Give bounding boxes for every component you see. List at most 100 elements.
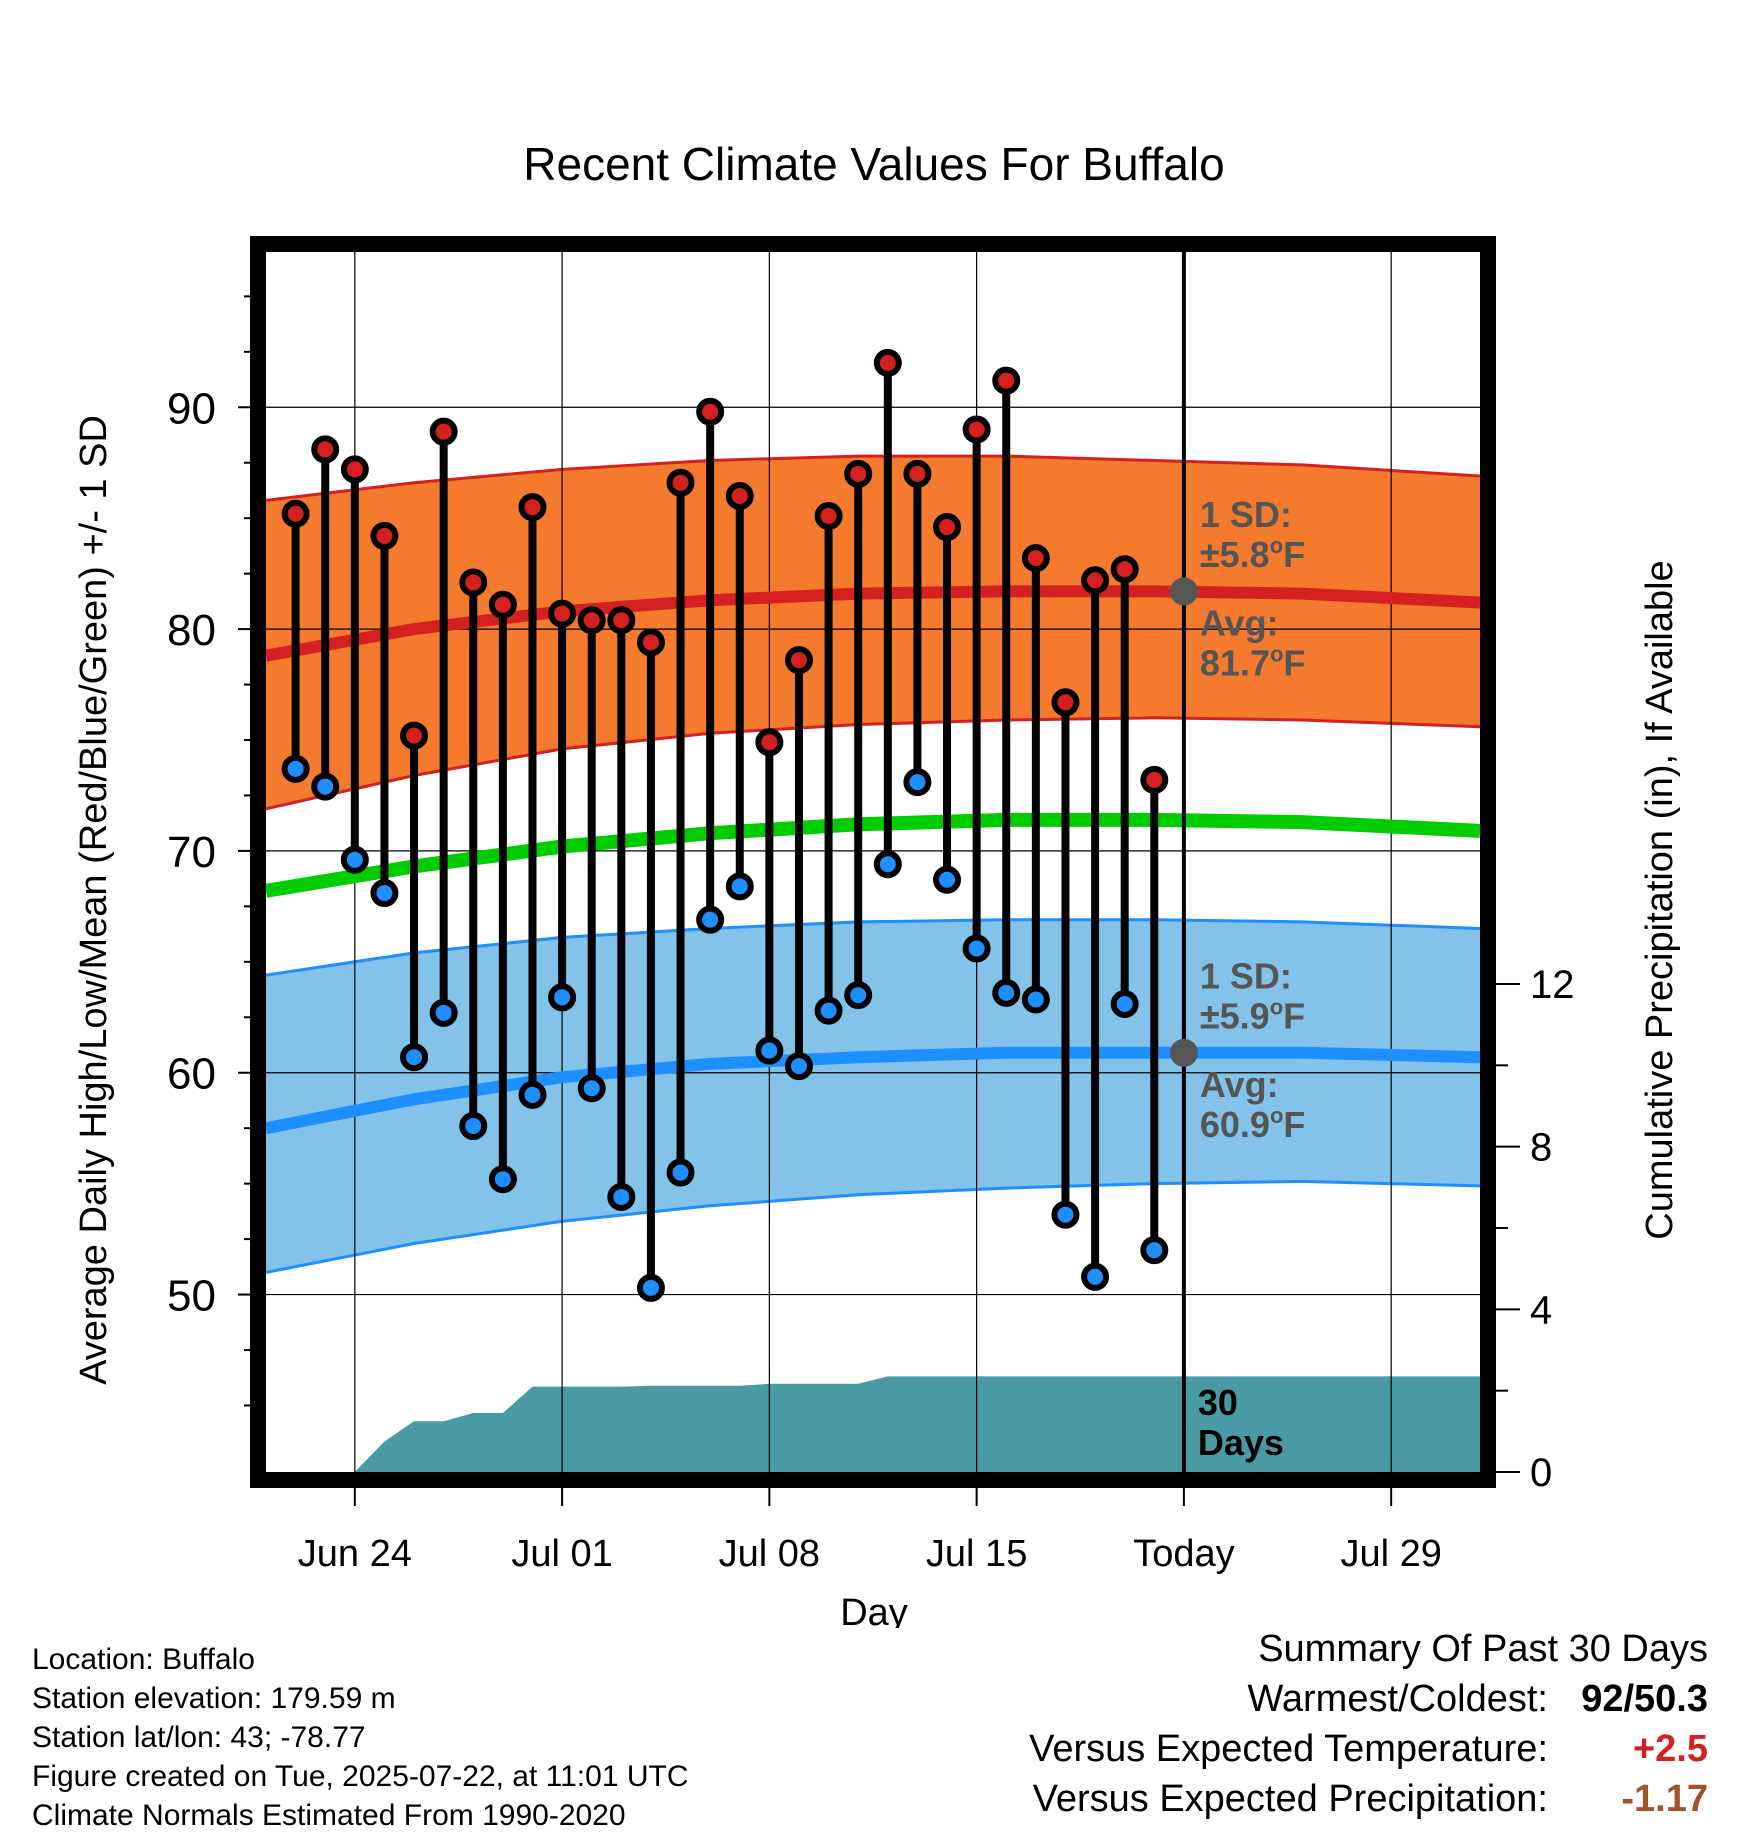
y-tick-label: 60 (167, 1050, 216, 1099)
x-tick-label: Jul 29 (1340, 1533, 1441, 1575)
obs-low-point (1021, 985, 1050, 1014)
obs-high-point (1051, 688, 1080, 717)
climate-normals-note: Climate Normals Estimated From 1990-2020 (32, 1799, 626, 1832)
obs-high-point (933, 513, 962, 542)
x-axis-label: Day (840, 1592, 908, 1628)
obs-low-point (548, 983, 577, 1012)
obs-high-point (696, 397, 725, 426)
obs-low-point (903, 768, 932, 797)
high-sd-band (266, 456, 1480, 809)
low-sd-annotation-degree-sign: o (1270, 994, 1283, 1019)
low-sd-lower-edge (266, 1179, 1480, 1274)
low-sd-annotation-unit: F (1283, 995, 1305, 1036)
obs-high-point (400, 721, 429, 750)
obs-low-point (488, 1165, 517, 1194)
x-tick-label: Jul 01 (511, 1533, 612, 1575)
precip-area (354, 1376, 1480, 1472)
obs-high-point (873, 348, 902, 377)
mean-normal-line (266, 812, 1480, 898)
obs-high-point (518, 493, 547, 522)
obs-low-point (814, 996, 843, 1025)
high-avg-annotation-label: Avg: (1200, 602, 1279, 643)
y-tick-label: 50 (167, 1272, 216, 1321)
obs-low-point (696, 905, 725, 934)
obs-high-point (281, 499, 310, 528)
summary-title: Summary Of Past 30 Days (1258, 1628, 1708, 1670)
warmest-coldest-value: 92/50.3 (1581, 1678, 1708, 1720)
station-elevation: Station elevation: 179.59 m (32, 1682, 396, 1715)
y2-tick-label: 4 (1530, 1288, 1552, 1332)
obs-low-point (518, 1080, 547, 1109)
obs-low-point (311, 772, 340, 801)
obs-low-point (962, 934, 991, 963)
obs-low-point (1140, 1236, 1169, 1265)
obs-high-point (992, 366, 1021, 395)
station-info: Location: Buffalo Station elevation: 179… (32, 1640, 689, 1835)
high-avg-annotation-degree-sign: o (1270, 641, 1283, 666)
today-high-avg-marker (1169, 577, 1198, 606)
obs-low-point (844, 981, 873, 1010)
obs-low-point (340, 845, 369, 874)
high-sd-annotation-label: 1 SD: (1200, 494, 1292, 535)
obs-high-point (1110, 555, 1139, 584)
obs-high-point (429, 417, 458, 446)
obs-low-point (1110, 989, 1139, 1018)
low-avg-annotation-unit: F (1283, 1104, 1305, 1145)
x-tick-label: Jun 24 (298, 1533, 412, 1575)
obs-low-point (784, 1052, 813, 1081)
obs-low-point (725, 872, 754, 901)
low-sd-annotation-value: ±5.9oF (1200, 994, 1305, 1036)
obs-high-point (340, 455, 369, 484)
y2-tick-label: 8 (1530, 1126, 1552, 1170)
obs-high-point (755, 728, 784, 757)
x-tick-label: Today (1133, 1533, 1234, 1575)
y2-tick-label: 0 (1530, 1451, 1552, 1495)
y2-axis-label: Cumulative Precipitation (in), If Availa… (1639, 560, 1681, 1239)
obs-high-point (1140, 765, 1169, 794)
warmest-coldest-label: Warmest/Coldest: (1247, 1678, 1548, 1720)
temp-departure-row: Versus Expected Temperature: +2.5 (1029, 1728, 1708, 1778)
station-location: Location: Buffalo (32, 1643, 255, 1676)
chart-title: Recent Climate Values For Buffalo (523, 138, 1224, 190)
obs-high-point (311, 435, 340, 464)
obs-low-point (400, 1043, 429, 1072)
station-latlon: Station lat/lon: 43; -78.77 (32, 1721, 366, 1754)
precip-days-unit: Days (1198, 1422, 1284, 1463)
obs-high-point (1021, 544, 1050, 573)
obs-low-point (429, 998, 458, 1027)
high-sd-annotation-degree-sign: o (1270, 533, 1283, 558)
obs-high-point (666, 468, 695, 497)
obs-low-point (933, 865, 962, 894)
y-tick-label: 80 (167, 606, 216, 655)
obs-low-point (577, 1074, 606, 1103)
high-sd-annotation-value: ±5.8oF (1200, 533, 1305, 575)
obs-low-point (370, 879, 399, 908)
low-normal-line (266, 1046, 1480, 1135)
obs-high-point (459, 568, 488, 597)
x-tick-label: Jul 15 (926, 1533, 1027, 1575)
high-avg-annotation-unit: F (1283, 642, 1305, 683)
high-sd-annotation-unit: F (1283, 534, 1305, 575)
temp-departure-value: +2.5 (1632, 1728, 1708, 1770)
high-avg-annotation-value: 81.7oF (1200, 641, 1306, 683)
y-tick-label: 90 (167, 384, 216, 433)
obs-high-point (903, 459, 932, 488)
summary-panel: Summary Of Past 30 Days Warmest/Coldest:… (1029, 1628, 1708, 1828)
obs-low-point (636, 1273, 665, 1302)
obs-high-point (814, 501, 843, 530)
y2-tick-label: 12 (1530, 963, 1575, 1007)
temp-departure-label: Versus Expected Temperature: (1029, 1728, 1548, 1770)
obs-low-point (1051, 1200, 1080, 1229)
obs-high-point (725, 482, 754, 510)
obs-high-point (607, 606, 636, 635)
x-tick-label: Jul 08 (719, 1533, 820, 1575)
low-avg-annotation-value: 60.9oF (1200, 1103, 1306, 1145)
precip-departure-row: Versus Expected Precipitation: -1.17 (1029, 1778, 1708, 1828)
obs-high-point (784, 646, 813, 675)
warmest-coldest-row: Warmest/Coldest: 92/50.3 (1029, 1678, 1708, 1728)
precip-departure-label: Versus Expected Precipitation: (1032, 1778, 1548, 1820)
precip-days-value: 30 (1198, 1382, 1238, 1423)
obs-low-point (755, 1036, 784, 1065)
low-sd-annotation-label: 1 SD: (1200, 955, 1292, 996)
y-axis-label: Average Daily High/Low/Mean (Red/Blue/Gr… (73, 415, 115, 1385)
